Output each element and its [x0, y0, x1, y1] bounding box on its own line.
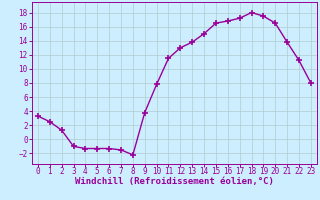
X-axis label: Windchill (Refroidissement éolien,°C): Windchill (Refroidissement éolien,°C): [75, 177, 274, 186]
